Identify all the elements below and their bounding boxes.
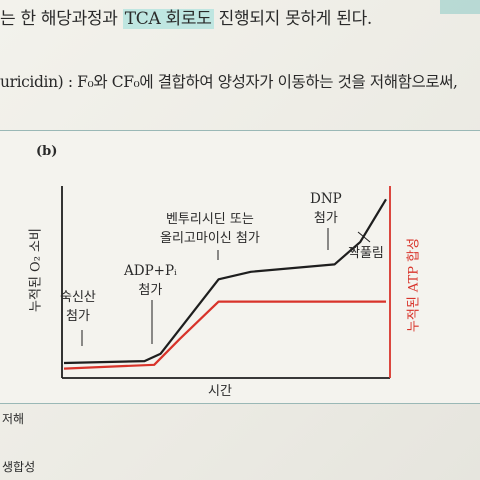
annotation-succinate: 숙신산 첨가 [60,288,96,326]
footer-text-2: 생합성 [2,460,36,474]
body-text-line-2: uricidin) : F₀와 CF₀에 결합하여 양성자가 이동하는 것을 저… [0,73,458,91]
atp-series-line [63,300,386,370]
y-axis-right-label-text: 누적된 ATP 합성 [406,237,422,333]
annotation-adp-line1: ADP+Pᵢ [124,263,177,279]
panel-label: (b) [36,144,58,159]
annotation-adp: ADP+Pᵢ 첨가 [124,262,177,300]
annotation-adp-line2: 첨가 [138,283,163,298]
pointer-uncoupling [357,231,371,243]
footer-text-1: 저해 [2,412,25,426]
annotation-venturicidin-line1: 벤투리시딘 또는 [165,212,254,227]
figure-panel [0,130,480,404]
page-tab-marker [440,0,480,14]
highlighted-text: TCA 회로도 [122,9,214,29]
line1-post: 진행되지 못하게 된다. [213,9,373,29]
annotation-dnp-line2: 첨가 [313,211,338,226]
annotation-succinate-line1: 숙신산 [60,290,96,305]
y-axis-left-label-text: 누적된 O₂ 소비 [28,228,44,312]
body-text-line-1: 는 한 해당과정과 TCA 회로도 진행되지 못하게 된다. [0,4,372,29]
annotation-succinate-line2: 첨가 [65,309,90,324]
o2-series-line [63,198,387,365]
annotation-venturicidin-line2: 올리고마이신 첨가 [160,231,260,246]
x-axis-label: 시간 [208,384,232,399]
line1-pre: 는 한 해당과정과 [0,9,123,29]
annotation-dnp-line1: DNP [310,191,342,207]
annotation-dnp: DNP 첨가 [310,190,342,228]
annotation-uncoupling: 짝풀림 [348,246,384,261]
annotation-venturicidin: 벤투리시딘 또는 올리고마이신 첨가 [160,210,260,248]
